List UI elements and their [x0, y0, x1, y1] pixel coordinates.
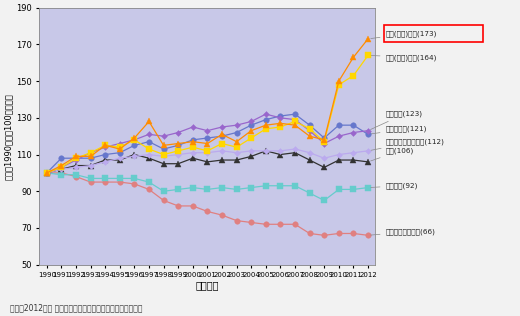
Text: 運輸部門(123): 運輸部門(123) — [371, 111, 423, 130]
X-axis label: （年度）: （年度） — [196, 280, 219, 290]
Y-axis label: 指数（1990年度を100とする）: 指数（1990年度を100とする） — [4, 93, 13, 179]
Text: 出典：2012年度 福岡県温室効果ガス排出量算定結果報告書: 出典：2012年度 福岡県温室効果ガス排出量算定結果報告書 — [10, 304, 143, 313]
Text: 民生(家庭)部門(173): 民生(家庭)部門(173) — [371, 30, 437, 39]
Text: 民生(業務)部門(164): 民生(業務)部門(164) — [371, 54, 437, 61]
Text: エネルギー転換部門(112): エネルギー転換部門(112) — [371, 138, 445, 150]
Text: 合計(106): 合計(106) — [371, 148, 414, 161]
Text: 産業物部門(121): 産業物部門(121) — [371, 125, 427, 134]
Text: 産業部門(92): 産業部門(92) — [371, 182, 418, 189]
Text: 工業プロセス部門(66): 工業プロセス部門(66) — [371, 228, 435, 235]
